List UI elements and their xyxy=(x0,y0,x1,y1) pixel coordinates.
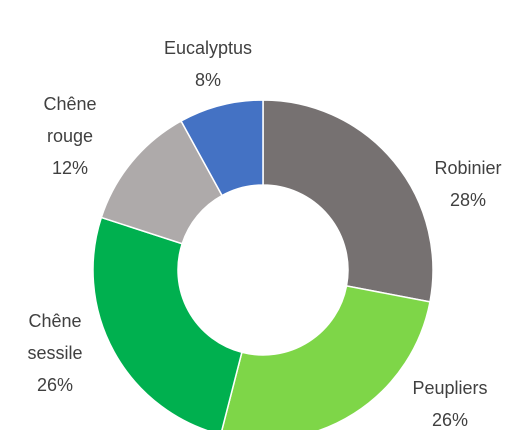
slice xyxy=(221,285,431,430)
value-label: 28% xyxy=(449,190,487,210)
data-label: Eucalyptus 8% xyxy=(148,32,268,96)
data-label: Chêne rouge 12% xyxy=(30,88,110,184)
slice xyxy=(92,216,243,430)
slice xyxy=(180,99,264,197)
category-name: Chêne rouge xyxy=(43,94,97,146)
category-name: Eucalyptus xyxy=(163,38,253,58)
category-name: Robinier xyxy=(434,158,502,178)
data-label: Peupliers 26% xyxy=(410,372,490,430)
value-label: 26% xyxy=(431,410,469,430)
data-label: Chêne sessile 26% xyxy=(15,305,95,401)
value-label: 8% xyxy=(194,70,221,90)
slice xyxy=(262,99,434,303)
category-name: Chêne sessile xyxy=(27,311,83,363)
value-label: 26% xyxy=(36,375,74,395)
category-name: Peupliers xyxy=(412,378,488,398)
value-label: 12% xyxy=(51,158,89,178)
data-label: Robinier 28% xyxy=(428,152,508,216)
